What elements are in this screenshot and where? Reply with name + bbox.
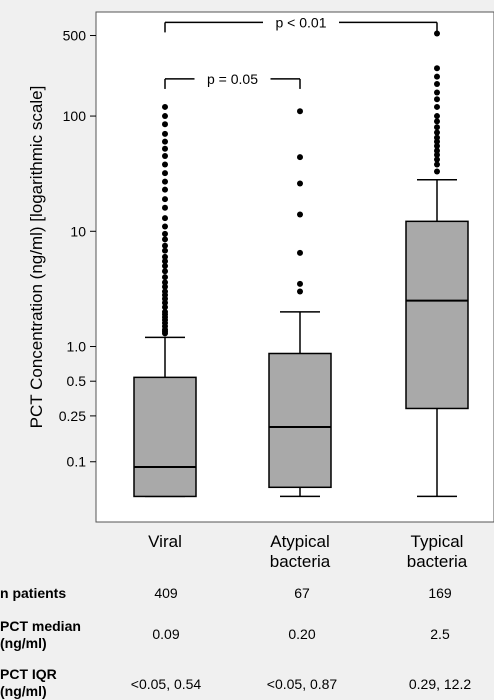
outlier-point <box>162 103 168 110</box>
outlier-point <box>434 151 440 158</box>
y-axis-label: PCT Concentration (ng/ml) [logarithmic s… <box>27 86 46 429</box>
x-tick-label: bacteria <box>270 552 331 571</box>
table-cell-typical-median: 2.5 <box>430 626 450 642</box>
table-row-label-pct-iqr: PCT IQR (ng/ml) <box>0 666 57 699</box>
outlier-point <box>434 80 440 87</box>
table-cell-atypical-n: 67 <box>294 585 310 601</box>
outlier-point <box>297 288 303 295</box>
table-row-label-pct-median: PCT median (ng/ml) <box>0 618 81 651</box>
outlier-point <box>434 65 440 72</box>
iqr-box <box>133 376 197 498</box>
significance-label: p < 0.01 <box>276 14 327 30</box>
outlier-point <box>162 178 168 185</box>
outlier-point <box>162 274 168 281</box>
outlier-point <box>162 283 168 290</box>
outlier-point <box>297 108 303 115</box>
outlier-point <box>162 138 168 145</box>
outlier-point <box>162 130 168 137</box>
outlier-point <box>434 103 440 110</box>
outlier-point <box>434 147 440 154</box>
x-tick-label: Viral <box>148 532 182 551</box>
boxplot-chart: 500 100 10 1.0 0.5 0.25 0.1 PCT Concentration (… <box>27 11 494 571</box>
y-tick-label: 1.0 <box>67 339 87 355</box>
outlier-point <box>434 118 440 125</box>
outlier-point <box>162 113 168 120</box>
table-cell-typical-iqr: 0.29, 12.2 <box>408 676 472 692</box>
y-tick-label: 500 <box>63 28 87 44</box>
outlier-point <box>297 249 303 256</box>
outlier-point <box>162 223 168 230</box>
outlier-point <box>162 262 168 269</box>
significance-label: p = 0.05 <box>207 71 258 87</box>
outlier-point <box>434 156 440 163</box>
outlier-point <box>434 124 440 131</box>
outlier-point <box>297 154 303 161</box>
y-tick-label: 100 <box>63 108 87 124</box>
outlier-point <box>297 180 303 187</box>
outlier-point <box>434 129 440 136</box>
outlier-point <box>297 211 303 218</box>
outlier-point <box>162 268 168 275</box>
outlier-point <box>162 242 168 249</box>
outlier-point <box>434 30 440 37</box>
outlier-point <box>162 230 168 237</box>
outlier-point <box>162 170 168 177</box>
outlier-point <box>162 215 168 222</box>
table-cell-atypical-iqr: <0.05, 0.87 <box>266 676 338 692</box>
x-tick-label: Atypical <box>270 532 330 551</box>
x-tick-label: Typical <box>411 532 464 551</box>
outlier-point <box>162 121 168 128</box>
outlier-point <box>162 196 168 203</box>
outlier-point <box>434 96 440 103</box>
outlier-point <box>162 288 168 295</box>
y-tick-label: 10 <box>70 223 86 239</box>
table-cell-viral-median: 0.09 <box>152 626 180 642</box>
outlier-point <box>434 113 440 120</box>
outlier-point <box>162 308 168 315</box>
outlier-point <box>162 304 168 311</box>
outlier-point <box>434 168 440 175</box>
outlier-point <box>162 279 168 286</box>
table-cell-atypical-median: 0.20 <box>288 626 316 642</box>
table-row-label-n-patients: n patients <box>0 585 67 601</box>
outlier-point <box>162 258 168 265</box>
iqr-box <box>405 220 469 410</box>
outlier-point <box>162 247 168 254</box>
outlier-point <box>162 186 168 193</box>
outlier-point <box>162 204 168 211</box>
outlier-point <box>162 236 168 243</box>
table-cell-viral-n: 409 <box>154 585 178 601</box>
outlier-point <box>434 142 440 149</box>
outlier-point <box>434 73 440 80</box>
table-cell-viral-iqr: <0.05, 0.54 <box>130 676 202 692</box>
table-cell-typical-n: 169 <box>428 585 452 601</box>
outlier-point <box>297 280 303 287</box>
outlier-point <box>162 253 168 260</box>
outlier-point <box>434 134 440 141</box>
y-tick-label: 0.1 <box>67 454 87 470</box>
outlier-point <box>162 145 168 152</box>
outlier-point <box>162 153 168 160</box>
y-tick-label: 0.25 <box>59 408 86 424</box>
y-tick-label: 0.5 <box>67 373 87 389</box>
outlier-point <box>434 89 440 96</box>
outlier-point <box>434 161 440 168</box>
iqr-box <box>268 352 332 489</box>
x-tick-label: bacteria <box>407 552 468 571</box>
outlier-point <box>162 161 168 168</box>
